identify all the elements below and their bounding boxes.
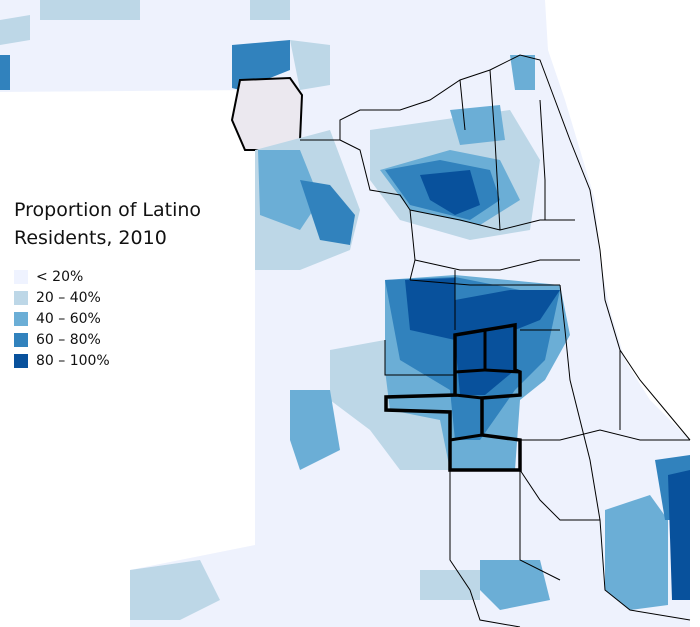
ohare-area xyxy=(230,76,304,151)
legend-swatch xyxy=(14,290,28,305)
legend-swatch xyxy=(14,311,28,326)
legend-item: 40 – 60% xyxy=(14,308,201,329)
tract-group xyxy=(290,390,340,470)
legend-swatch xyxy=(14,269,28,284)
tract-group xyxy=(510,55,535,90)
tract-group xyxy=(40,0,140,20)
community-boundaries xyxy=(300,54,691,627)
tract-group xyxy=(605,495,668,610)
tract-group xyxy=(0,55,10,90)
legend-label: 60 – 80% xyxy=(36,331,101,348)
tract-group xyxy=(420,170,480,215)
tract-group xyxy=(300,180,355,245)
legend-swatch xyxy=(14,353,28,368)
legend-item: 60 – 80% xyxy=(14,329,201,350)
legend-label: 20 – 40% xyxy=(36,289,101,306)
tract-group xyxy=(405,278,560,395)
tract-group xyxy=(130,560,220,620)
tract-group xyxy=(258,150,320,230)
tract-group xyxy=(420,570,480,600)
legend-title-line1: Proportion of Latino xyxy=(14,199,202,221)
legend-label: 40 – 60% xyxy=(36,310,101,327)
tract-group xyxy=(290,40,330,90)
map-legend: Proportion of Latino Residents, 2010 < 2… xyxy=(14,196,201,371)
legend-label: 80 – 100% xyxy=(36,352,110,369)
legend-title: Proportion of Latino Residents, 2010 xyxy=(14,196,201,252)
highlighted-inner-lines xyxy=(449,330,521,442)
legend-title-line2: Residents, 2010 xyxy=(14,227,167,249)
legend-item: 80 – 100% xyxy=(14,350,201,371)
legend-item: < 20% xyxy=(14,266,201,287)
tract-group xyxy=(0,15,30,45)
tract-group xyxy=(668,470,690,600)
legend-label: < 20% xyxy=(36,268,84,285)
legend-swatch xyxy=(14,332,28,347)
tract-group xyxy=(232,40,290,90)
tract-group xyxy=(480,560,550,610)
legend-item: 20 – 40% xyxy=(14,287,201,308)
tract-group xyxy=(250,0,290,20)
